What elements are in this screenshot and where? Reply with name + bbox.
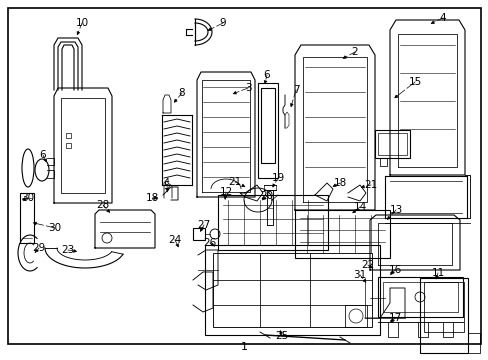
Text: 25: 25	[275, 331, 288, 341]
Bar	[345, 305, 366, 327]
Text: 12: 12	[219, 187, 232, 197]
Text: 10: 10	[75, 18, 88, 28]
Text: 13: 13	[388, 205, 402, 215]
Bar	[204, 245, 379, 335]
Bar	[294, 210, 389, 258]
Text: 16: 16	[387, 265, 401, 275]
Bar	[423, 282, 463, 332]
Text: 21: 21	[364, 180, 377, 190]
Text: 1: 1	[240, 342, 247, 352]
Text: 8: 8	[178, 88, 185, 98]
Text: 28: 28	[96, 200, 109, 210]
Bar	[377, 133, 406, 155]
Text: 26: 26	[203, 238, 216, 248]
Text: 18: 18	[145, 193, 158, 203]
Bar	[66, 133, 71, 138]
Text: 30: 30	[48, 223, 61, 233]
Text: 24: 24	[168, 235, 181, 245]
Text: 31: 31	[353, 270, 366, 280]
Bar	[61, 98, 105, 193]
Bar	[193, 228, 204, 240]
Bar	[382, 282, 457, 312]
Text: 2: 2	[351, 47, 358, 57]
Text: 18: 18	[333, 178, 346, 188]
Text: 6: 6	[263, 70, 270, 80]
Bar	[218, 195, 327, 250]
Bar	[213, 253, 371, 327]
Text: 22: 22	[361, 260, 374, 270]
Text: 19: 19	[271, 173, 284, 183]
Text: 5: 5	[163, 181, 170, 191]
Text: 3: 3	[244, 83, 251, 93]
Text: 29: 29	[32, 243, 45, 253]
Text: 9: 9	[219, 18, 226, 28]
Text: 27: 27	[197, 220, 210, 230]
Bar	[261, 88, 274, 163]
Text: 4: 4	[439, 13, 446, 23]
Text: 11: 11	[430, 268, 444, 278]
Text: 6: 6	[40, 150, 46, 160]
Text: 23: 23	[61, 245, 75, 255]
Bar	[374, 130, 409, 158]
Text: 20: 20	[260, 191, 273, 201]
Text: 21: 21	[228, 177, 241, 187]
Text: 7: 7	[292, 85, 299, 95]
Text: 17: 17	[387, 313, 401, 323]
Bar	[258, 83, 278, 178]
Bar	[419, 278, 467, 353]
Bar	[377, 277, 462, 317]
Text: 30: 30	[21, 193, 35, 203]
Bar	[20, 193, 34, 243]
Text: 14: 14	[353, 202, 366, 212]
Bar	[66, 143, 71, 148]
Text: 15: 15	[407, 77, 421, 87]
